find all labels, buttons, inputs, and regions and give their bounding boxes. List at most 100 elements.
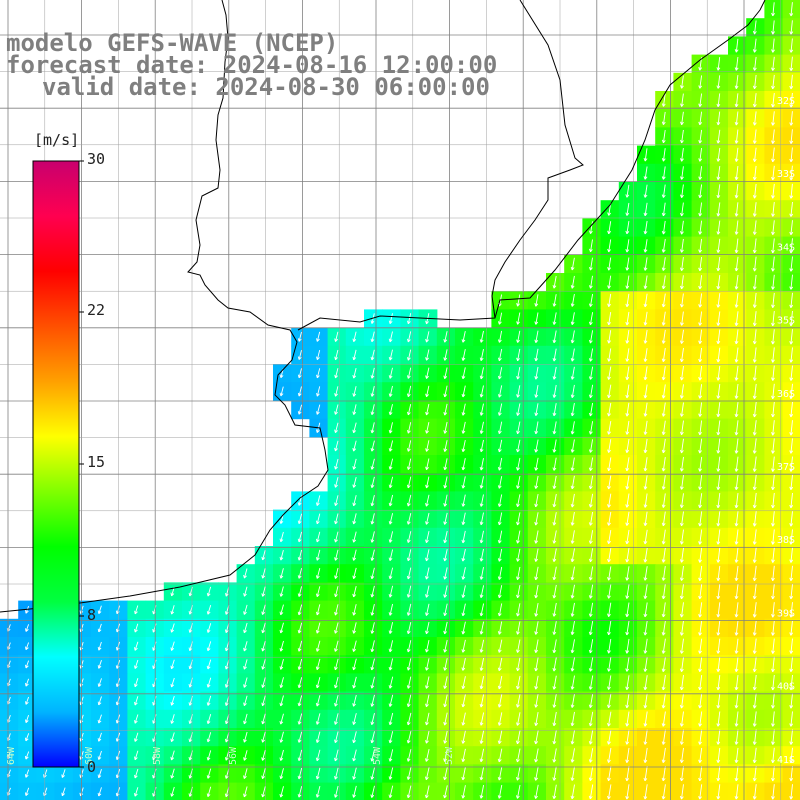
wind-arrow [607, 620, 612, 636]
wind-arrow [771, 784, 775, 800]
wind-arrow [607, 729, 612, 745]
wind-arrow [625, 493, 630, 508]
wind-arrow [607, 747, 612, 763]
wind-arrow [134, 732, 139, 742]
wind-arrow [425, 349, 430, 361]
wind-arrow [680, 129, 684, 144]
wind-arrow [789, 511, 794, 527]
wind-arrow [443, 785, 448, 799]
wind-arrow [789, 474, 794, 491]
wind-arrow [461, 694, 466, 708]
wind-arrow [25, 714, 30, 724]
wind-arrow [425, 403, 430, 416]
wind-arrow [406, 694, 412, 707]
wind-arrow [425, 603, 430, 616]
wind-arrow [315, 658, 321, 671]
wind-arrow [552, 639, 557, 654]
wind-arrow [170, 677, 175, 688]
wind-arrow [552, 693, 557, 708]
wind-arrow [716, 329, 721, 345]
wind-arrow [61, 787, 66, 797]
wind-arrow [734, 456, 739, 472]
wind-arrow [789, 183, 794, 199]
wind-arrow [388, 349, 393, 361]
wind-arrow [388, 585, 394, 598]
wind-arrow [607, 693, 612, 709]
lat-label: 32S [777, 96, 795, 107]
wind-arrow [243, 750, 248, 761]
wind-arrow [588, 221, 593, 234]
wind-arrow [643, 184, 648, 198]
wind-arrow [461, 530, 466, 544]
wind-arrow [461, 603, 466, 617]
wind-arrow [534, 385, 539, 398]
wind-arrow [752, 147, 757, 162]
wind-arrow [479, 494, 484, 507]
wind-arrow [243, 659, 248, 670]
wind-arrow [570, 294, 575, 307]
wind-arrow [625, 366, 630, 381]
wind-arrow [643, 293, 648, 308]
wind-arrow [425, 531, 430, 543]
wind-arrow [661, 602, 666, 618]
wind-arrow [516, 657, 521, 672]
wind-arrow [516, 457, 521, 471]
wind-arrow [734, 474, 739, 490]
wind-arrow [479, 530, 484, 544]
wind-arrow [716, 675, 721, 691]
wind-arrow [789, 329, 794, 345]
wind-arrow [752, 401, 757, 418]
wind-arrow [552, 548, 557, 562]
wind-arrow [661, 184, 666, 198]
wind-arrow [752, 693, 757, 709]
wind-arrow [261, 749, 266, 761]
wind-arrow [406, 658, 412, 671]
wind-arrow [771, 165, 775, 181]
wind-arrow [607, 530, 612, 544]
wind-arrow [279, 786, 284, 798]
wind-arrow [698, 93, 703, 107]
wind-arrow [425, 367, 430, 379]
wind-arrow [734, 584, 739, 600]
wind-arrow [516, 675, 521, 690]
wind-arrow [643, 675, 648, 691]
wind-arrow [534, 621, 539, 635]
wind-arrow [497, 675, 503, 690]
wind-arrow [734, 293, 739, 308]
wind-arrow [24, 787, 30, 796]
wind-arrow [734, 311, 739, 326]
wind-arrow [679, 584, 684, 600]
wind-arrow [716, 438, 721, 454]
wind-arrow [443, 403, 448, 416]
wind-arrow [461, 349, 466, 361]
wind-arrow [789, 674, 794, 691]
wind-arrow [243, 786, 248, 798]
wind-arrow [352, 422, 357, 434]
wind-arrow [516, 530, 521, 544]
wind-arrow [552, 602, 557, 617]
wind-arrow [352, 604, 357, 616]
wind-arrow [643, 475, 648, 490]
wind-arrow [680, 93, 684, 107]
wind-arrow [570, 548, 575, 563]
wind-arrow [698, 766, 703, 782]
wind-arrow [552, 766, 557, 781]
wind-arrow [607, 493, 612, 508]
wind-arrow [552, 566, 557, 581]
wind-arrow [443, 621, 448, 635]
wind-arrow [570, 348, 575, 362]
wind-arrow [261, 622, 266, 634]
wind-arrow [516, 494, 521, 507]
wind-arrow [388, 785, 394, 798]
wind-arrow [734, 75, 739, 89]
wind-arrow [516, 585, 521, 599]
wind-arrow [515, 766, 521, 781]
wind-arrow [789, 111, 794, 126]
wind-arrow [315, 785, 321, 798]
wind-arrow [461, 639, 466, 653]
wind-arrow [771, 56, 775, 71]
wind-arrow [479, 458, 484, 471]
wind-arrow [406, 567, 412, 580]
wind-arrow [679, 257, 684, 271]
wind-arrow [425, 458, 430, 470]
